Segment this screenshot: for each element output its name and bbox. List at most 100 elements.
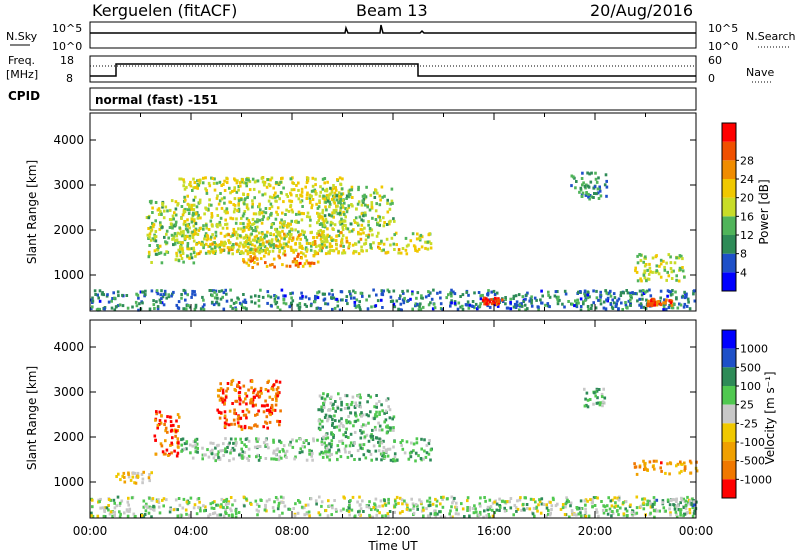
velocity-cell xyxy=(164,426,168,430)
velocity-cell xyxy=(173,449,176,453)
velocity-cell xyxy=(343,406,347,410)
velocity-cell xyxy=(428,496,432,500)
velocity-cell xyxy=(680,498,684,502)
power-cell xyxy=(304,246,308,250)
velocity-cell xyxy=(157,498,160,502)
power-cell xyxy=(314,183,317,187)
power-cell xyxy=(161,202,164,205)
velocity-cell xyxy=(367,414,370,418)
power-cell xyxy=(497,300,500,304)
power-cell xyxy=(335,297,339,301)
velocity-cell xyxy=(340,417,343,421)
power-cell xyxy=(202,227,205,231)
power-cell xyxy=(274,191,277,195)
velocity-cell xyxy=(688,502,691,506)
power-cell xyxy=(303,303,307,307)
power-cell xyxy=(535,298,538,302)
velocity-cell xyxy=(561,506,565,510)
velocity-cell xyxy=(234,399,237,403)
power-cell xyxy=(135,292,138,296)
velocity-cell xyxy=(222,500,225,503)
power-cell xyxy=(197,178,200,182)
velocity-cell xyxy=(614,504,618,508)
power-cell xyxy=(213,188,217,192)
power-cell xyxy=(643,276,647,280)
velocity-cell xyxy=(118,504,122,507)
velocity-cell xyxy=(213,511,217,515)
power-cell xyxy=(556,297,559,301)
power-cell xyxy=(225,181,229,184)
power-cell xyxy=(296,303,299,307)
velocity-cell xyxy=(641,497,644,501)
power-cell xyxy=(309,248,313,252)
velocity-cell xyxy=(331,506,334,510)
velocity-cell xyxy=(435,499,439,503)
velocity-cell xyxy=(384,418,388,422)
velocity-cell xyxy=(247,458,250,462)
power-cell xyxy=(255,234,259,238)
velocity-cell xyxy=(226,446,229,449)
power-cell xyxy=(248,242,252,246)
power-cell xyxy=(222,291,226,295)
power-cell xyxy=(192,211,195,215)
time-tick-label: 00:00 xyxy=(73,524,108,538)
power-cell xyxy=(190,206,193,210)
power-cell xyxy=(297,230,300,234)
velocity-cell xyxy=(214,459,217,463)
velocity-cell xyxy=(380,458,383,462)
velocity-cell xyxy=(273,457,276,461)
power-cell xyxy=(579,186,583,190)
power-cell xyxy=(524,297,527,301)
power-cell xyxy=(344,215,347,219)
velocity-ytick-label: 4000 xyxy=(53,340,84,354)
power-cell xyxy=(168,208,172,212)
power-cell xyxy=(526,291,529,295)
velocity-cell xyxy=(433,512,437,516)
velocity-cell xyxy=(166,430,169,434)
power-cell xyxy=(111,297,114,300)
velocity-cell xyxy=(303,445,306,449)
velocity-cell xyxy=(550,504,554,508)
power-cell xyxy=(314,190,317,194)
velocity-cell xyxy=(328,450,331,454)
power-cell xyxy=(318,199,321,203)
power-cell xyxy=(160,261,164,265)
power-cell xyxy=(266,301,269,305)
power-cell xyxy=(156,208,160,212)
velocity-cell xyxy=(692,511,696,515)
power-cell xyxy=(483,296,486,300)
velocity-cell xyxy=(240,427,244,431)
power-cell xyxy=(229,288,232,292)
power-cell xyxy=(251,266,254,269)
power-cell xyxy=(556,290,559,293)
power-cell xyxy=(586,296,590,300)
power-cell xyxy=(192,208,196,212)
power-cell xyxy=(301,247,304,250)
power-ytick-label: 4000 xyxy=(53,133,84,147)
power-cell xyxy=(148,232,152,236)
velocity-cell xyxy=(565,496,568,500)
velocity-cell xyxy=(340,403,343,407)
velocity-cell xyxy=(218,416,222,420)
power-cell xyxy=(350,296,353,300)
power-cell xyxy=(504,298,507,301)
power-cell xyxy=(215,181,219,185)
power-cell xyxy=(277,296,280,300)
power-cell xyxy=(682,305,686,309)
power-cell xyxy=(537,307,540,311)
velocity-cell xyxy=(370,458,373,462)
power-cell xyxy=(659,262,663,266)
power-cell xyxy=(179,232,182,236)
power-cell xyxy=(337,234,341,238)
velocity-cell xyxy=(312,437,315,441)
velocity-cell xyxy=(676,462,680,466)
velocity-cell xyxy=(559,507,563,511)
velocity-cell xyxy=(608,507,612,511)
velocity-colorbar-swatch xyxy=(722,460,736,480)
power-cell xyxy=(629,294,632,297)
power-cell xyxy=(323,292,326,296)
power-cell xyxy=(234,300,238,304)
power-cell xyxy=(652,297,655,301)
power-cell xyxy=(375,293,378,297)
power-cell xyxy=(210,212,214,215)
